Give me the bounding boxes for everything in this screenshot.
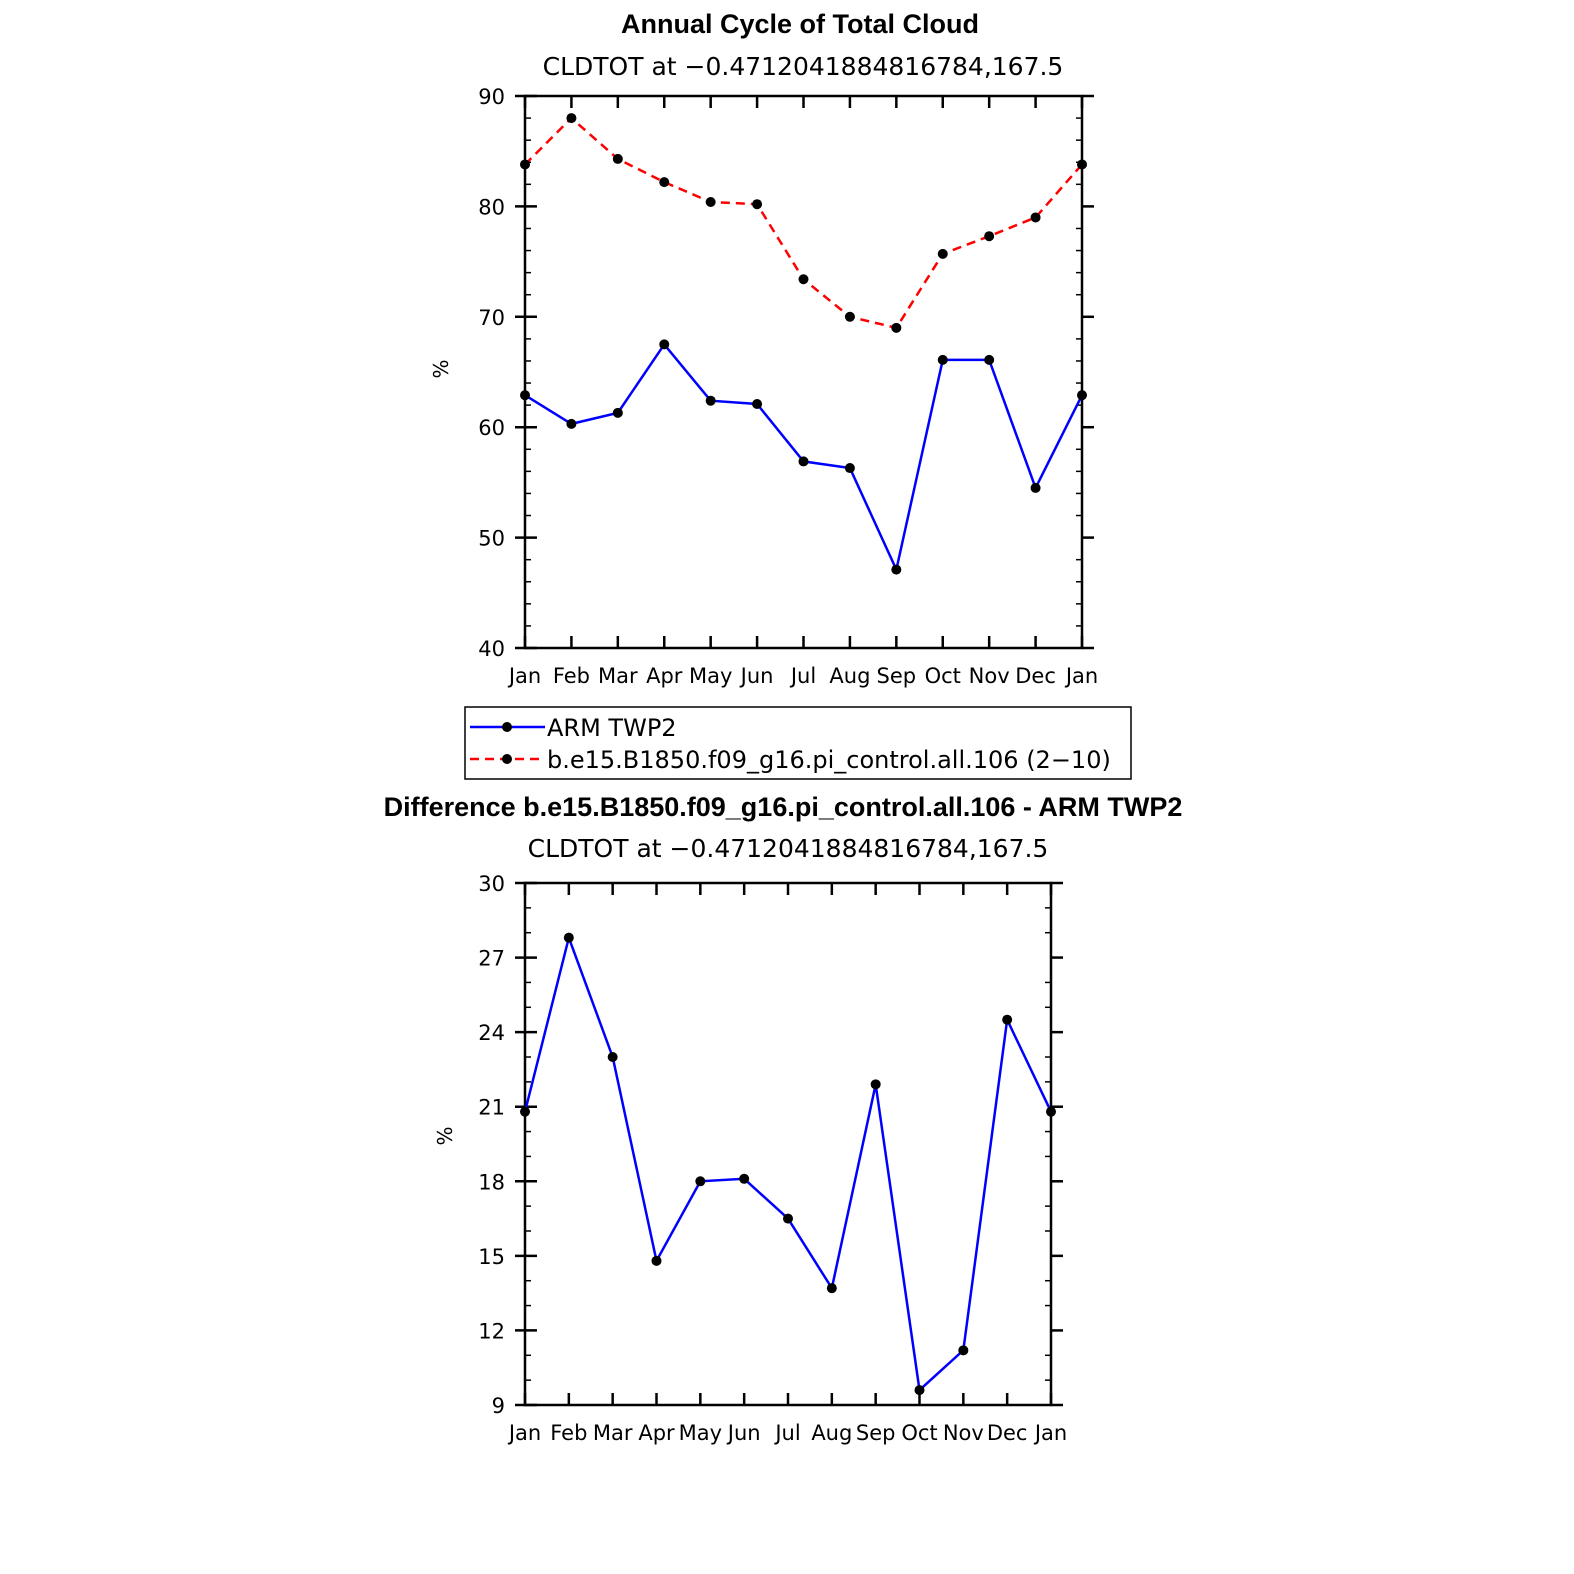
chart1-series-1-point bbox=[566, 113, 577, 124]
chart2-series-0-point bbox=[870, 1079, 881, 1090]
chart2-ytick-label: 15 bbox=[478, 1245, 505, 1269]
chart1-ytick-label: 60 bbox=[478, 416, 505, 440]
chart1-series-1-point bbox=[1077, 159, 1087, 170]
chart1-xtick-label: Feb bbox=[553, 664, 590, 688]
chart2-xtick-label: Sep bbox=[856, 1421, 896, 1445]
chart2-xtick-label: Aug bbox=[811, 1421, 852, 1445]
chart1-ytick-label: 70 bbox=[478, 306, 505, 330]
chart1-series-1-point bbox=[612, 153, 623, 164]
chart2-ytick-label: 27 bbox=[478, 947, 505, 971]
chart2-series-0-point bbox=[1002, 1014, 1013, 1025]
chart1-frame bbox=[523, 94, 1084, 650]
chart2-xtick-label: Jan bbox=[507, 1421, 541, 1445]
chart2-xtick-label: Nov bbox=[943, 1421, 984, 1445]
chart1-series-1-point bbox=[659, 177, 670, 188]
legend: ARM TWP2 b.e15.B1850.f09_g16.pi_control.… bbox=[464, 706, 1132, 780]
chart2-xtick-label: Mar bbox=[593, 1421, 633, 1445]
chart2-title: Difference b.e15.B1850.f09_g16.pi_contro… bbox=[384, 792, 1183, 822]
chart2-plot: Jan Feb Mar Apr May Jun Jul Aug Sep Oct Nov Dec Jan9… bbox=[478, 872, 1067, 1445]
legend-label-model: b.e15.B1850.f09_g16.pi_control.all.106 (… bbox=[547, 746, 1111, 774]
chart1-series-0-point bbox=[520, 390, 530, 401]
chart1-series-0-point bbox=[705, 395, 716, 406]
chart2-subtitle: CLDTOT at −0.4712041884816784,167.5 bbox=[528, 834, 1049, 863]
chart1-series-1-point bbox=[984, 231, 995, 242]
legend-marker-arm bbox=[502, 722, 512, 732]
legend-box bbox=[464, 706, 1132, 780]
chart1-series-0-point bbox=[844, 463, 855, 474]
chart2-xtick-label: Jan bbox=[1033, 1421, 1067, 1445]
chart1-xtick-label: Jan bbox=[507, 664, 541, 688]
chart2-xtick-label: Dec bbox=[987, 1421, 1028, 1445]
chart1-series-1-point bbox=[705, 196, 716, 207]
chart2-series-0-point bbox=[520, 1106, 530, 1117]
chart1-series-0-point bbox=[798, 456, 809, 467]
chart2-series-0-point bbox=[914, 1385, 925, 1396]
chart1-ytick-label: 90 bbox=[478, 85, 505, 109]
chart1-series-1-point bbox=[520, 159, 530, 170]
chart1-series-1-point bbox=[1030, 212, 1041, 223]
chart2-xtick-label: May bbox=[679, 1421, 722, 1445]
legend-marker-model bbox=[502, 754, 512, 764]
chart1-title: Annual Cycle of Total Cloud bbox=[621, 9, 979, 39]
chart1-series-0-point bbox=[984, 354, 995, 365]
chart1-series-0-point bbox=[937, 354, 948, 365]
chart1-plot: Jan Feb Mar Apr May Jun Jul Aug Sep Oct Nov Dec Jan4… bbox=[478, 85, 1098, 688]
chart2-series-0-point bbox=[563, 932, 574, 943]
chart1-xtick-label: Nov bbox=[969, 664, 1010, 688]
chart1-xtick-label: May bbox=[689, 664, 732, 688]
chart1-xtick-label: Jul bbox=[789, 664, 816, 688]
chart1-series-0-point bbox=[566, 418, 577, 429]
chart1-series-0-point bbox=[612, 407, 623, 418]
chart2-series-0-point bbox=[826, 1283, 837, 1294]
chart2-xtick-label: Apr bbox=[638, 1421, 675, 1445]
chart1-series-1-point bbox=[891, 322, 902, 333]
chart2-ytick-label: 12 bbox=[478, 1319, 505, 1343]
chart2-series-0-point bbox=[607, 1052, 618, 1062]
chart2-series-0-point bbox=[1046, 1106, 1056, 1117]
chart2-xtick-label: Jun bbox=[726, 1421, 761, 1445]
chart2-ytick-label: 21 bbox=[478, 1096, 505, 1120]
chart2-ytick-label: 30 bbox=[478, 872, 505, 896]
chart1-xtick-label: Sep bbox=[877, 664, 917, 688]
chart1-series-0-point bbox=[1077, 390, 1087, 401]
chart1-series-1-line bbox=[524, 116, 1083, 330]
legend-label-arm: ARM TWP2 bbox=[547, 714, 677, 742]
chart1-xtick-label: Aug bbox=[829, 664, 870, 688]
chart1-ytick-label: 40 bbox=[478, 637, 505, 661]
chart2-series-0-point bbox=[783, 1213, 793, 1224]
chart2-series-0-line bbox=[523, 933, 1053, 1393]
chart1-series-1-point bbox=[844, 311, 855, 322]
chart2-series-0-point bbox=[651, 1255, 662, 1266]
chart1-series-0-point bbox=[891, 564, 902, 575]
chart2-series-0-point bbox=[695, 1176, 706, 1187]
chart1-series-0-point bbox=[659, 339, 670, 350]
chart1-series-0-point bbox=[752, 399, 763, 410]
chart2-series-0-point bbox=[958, 1345, 969, 1356]
chart2-xtick-label: Oct bbox=[901, 1421, 937, 1445]
chart1-xtick-label: Jun bbox=[739, 664, 774, 688]
chart2-frame bbox=[523, 881, 1053, 1407]
chart1-ytick-label: 80 bbox=[478, 195, 505, 219]
chart2-xtick-label: Feb bbox=[550, 1421, 587, 1445]
chart2-ylabel: % bbox=[433, 1126, 457, 1145]
chart2-xtick-label: Jul bbox=[773, 1421, 800, 1445]
chart1-ytick-label: 50 bbox=[478, 527, 505, 551]
chart1-series-1-point bbox=[752, 199, 763, 210]
chart1-subtitle: CLDTOT at −0.4712041884816784,167.5 bbox=[543, 52, 1064, 81]
chart1-xtick-label: Apr bbox=[646, 664, 683, 688]
chart2-series-0-point bbox=[739, 1173, 750, 1184]
chart1-xtick-label: Dec bbox=[1015, 664, 1056, 688]
chart2-ytick-label: 24 bbox=[478, 1021, 505, 1045]
chart2-ytick-label: 9 bbox=[492, 1394, 505, 1418]
chart1-series-0-point bbox=[1030, 482, 1041, 493]
chart1-series-1-point bbox=[798, 274, 809, 285]
chart1-xtick-label: Mar bbox=[598, 664, 638, 688]
chart1-series-1-point bbox=[937, 248, 948, 259]
chart1-ylabel: % bbox=[429, 359, 453, 378]
chart2-ytick-label: 18 bbox=[478, 1170, 505, 1194]
chart1-xtick-label: Jan bbox=[1064, 664, 1098, 688]
chart1-xtick-label: Oct bbox=[925, 664, 961, 688]
